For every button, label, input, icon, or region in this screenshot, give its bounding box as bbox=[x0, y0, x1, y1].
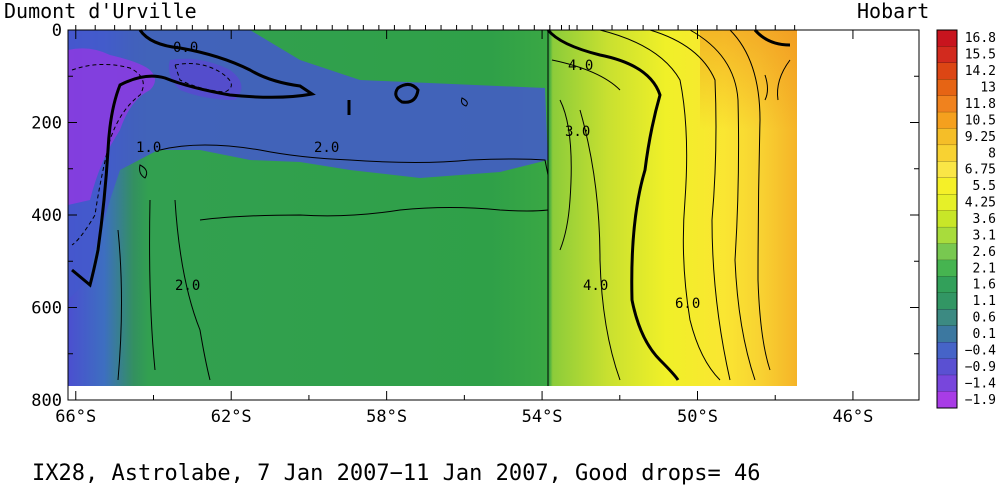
colorbar-swatch bbox=[937, 145, 957, 162]
colorbar-swatch bbox=[937, 194, 957, 212]
colorbar-label: 0.6 bbox=[973, 311, 996, 326]
colorbar-swatch bbox=[937, 342, 957, 360]
colorbar-label: 10.5 bbox=[965, 113, 996, 128]
x-tick-label: 50°S bbox=[677, 407, 718, 427]
colorbar-swatch bbox=[937, 375, 957, 393]
colorbar-label: 8 bbox=[988, 146, 996, 161]
colorbar-swatch bbox=[937, 325, 957, 343]
colorbar-swatch bbox=[937, 210, 957, 228]
colorbar-swatch bbox=[937, 128, 957, 146]
y-tick-label: 800 bbox=[31, 391, 62, 411]
colorbar-label: 11.8 bbox=[965, 97, 996, 112]
plot-area: 0.0 1.0 2.0 2.0 3.0 4.0 4.0 6.0 66°S 62°S… bbox=[31, 21, 920, 427]
x-tick-label: 62°S bbox=[211, 407, 252, 427]
contour-label: 6.0 bbox=[675, 296, 700, 312]
colorbar-label: 9.25 bbox=[965, 130, 996, 145]
x-tick-label: 54°S bbox=[522, 407, 563, 427]
title-right: Hobart bbox=[857, 0, 929, 23]
colorbar-swatch bbox=[937, 358, 957, 376]
colorbar-label: 4.25 bbox=[965, 196, 996, 211]
colorbar-swatch bbox=[937, 292, 957, 310]
colorbar-label: −0.9 bbox=[965, 360, 996, 375]
x-tick-label: 58°S bbox=[366, 407, 407, 427]
colorbar: 16.815.514.21311.810.59.2586.755.54.253.… bbox=[936, 29, 996, 409]
y-axis: 0 200 400 600 800 bbox=[31, 21, 919, 411]
colorbar-label: −0.4 bbox=[965, 343, 996, 358]
x-tick-label: 66°S bbox=[55, 407, 96, 427]
drop-markers bbox=[75, 25, 796, 30]
colorbar-swatch bbox=[937, 243, 957, 261]
colorbar-label: 14.2 bbox=[965, 64, 996, 79]
colorbar-label: −1.4 bbox=[965, 376, 996, 391]
colorbar-swatch bbox=[937, 276, 957, 294]
colorbar-frame bbox=[936, 29, 958, 409]
contour-labels: 0.0 1.0 2.0 2.0 3.0 4.0 4.0 6.0 bbox=[136, 40, 700, 312]
colorbar-swatch bbox=[937, 391, 957, 409]
contour-label: 2.0 bbox=[314, 140, 339, 156]
y-tick-label: 600 bbox=[31, 299, 62, 319]
colorbar-label: 2.6 bbox=[973, 245, 996, 260]
colorbar-label: 15.5 bbox=[965, 48, 996, 63]
colorbar-swatch bbox=[937, 227, 957, 245]
contour-label: 4.0 bbox=[583, 278, 608, 294]
y-tick-label: 200 bbox=[31, 114, 62, 134]
colorbar-label: 3.1 bbox=[973, 228, 996, 243]
colorbar-label: 1.1 bbox=[973, 294, 996, 309]
title-left: Dumont d'Urville bbox=[4, 0, 197, 23]
colorbar-swatch bbox=[937, 62, 957, 80]
contour-label: 0.0 bbox=[173, 40, 198, 56]
colorbar-swatch bbox=[937, 30, 957, 47]
colorbar-label: 5.5 bbox=[973, 179, 996, 194]
y-tick-label: 0 bbox=[52, 21, 62, 41]
colorbar-label: 1.6 bbox=[973, 278, 996, 293]
y-tick-label: 400 bbox=[31, 206, 62, 226]
cold-surface-layer bbox=[68, 30, 548, 300]
colorbar-swatch bbox=[937, 46, 957, 64]
colorbar-label: −1.9 bbox=[965, 393, 996, 408]
x-axis: 66°S 62°S 58°S 54°S 50°S 46°S bbox=[55, 30, 873, 427]
contour-label: 3.0 bbox=[565, 124, 590, 140]
colorbar-swatch bbox=[937, 79, 957, 97]
colorbar-swatch bbox=[937, 161, 957, 179]
colorbar-label: 2.1 bbox=[973, 261, 996, 276]
colorbar-swatch bbox=[937, 95, 957, 113]
chart-caption: IX28, Astrolabe, 7 Jan 2007−11 Jan 2007,… bbox=[32, 461, 760, 486]
colorbar-swatch bbox=[937, 177, 957, 195]
warm-surface-patch bbox=[700, 30, 797, 140]
contour-label: 4.0 bbox=[568, 58, 593, 74]
colorbar-swatch bbox=[937, 260, 957, 278]
colorbar-label: 3.6 bbox=[973, 212, 996, 227]
colorbar-swatch bbox=[937, 309, 957, 327]
colorbar-label: 13 bbox=[980, 81, 996, 96]
contour-label: 2.0 bbox=[175, 278, 200, 294]
colorbar-swatch bbox=[937, 112, 957, 130]
contour-label: 1.0 bbox=[136, 140, 161, 156]
colorbar-label: 6.75 bbox=[965, 163, 996, 178]
colorbar-label: 16.8 bbox=[965, 31, 996, 46]
contour-lines bbox=[71, 28, 791, 386]
cold-pocket bbox=[168, 58, 242, 100]
colorbar-label: 0.1 bbox=[973, 327, 996, 342]
x-tick-label: 46°S bbox=[832, 407, 873, 427]
